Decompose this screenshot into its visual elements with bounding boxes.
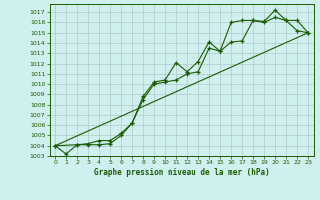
X-axis label: Graphe pression niveau de la mer (hPa): Graphe pression niveau de la mer (hPa) bbox=[94, 168, 269, 177]
